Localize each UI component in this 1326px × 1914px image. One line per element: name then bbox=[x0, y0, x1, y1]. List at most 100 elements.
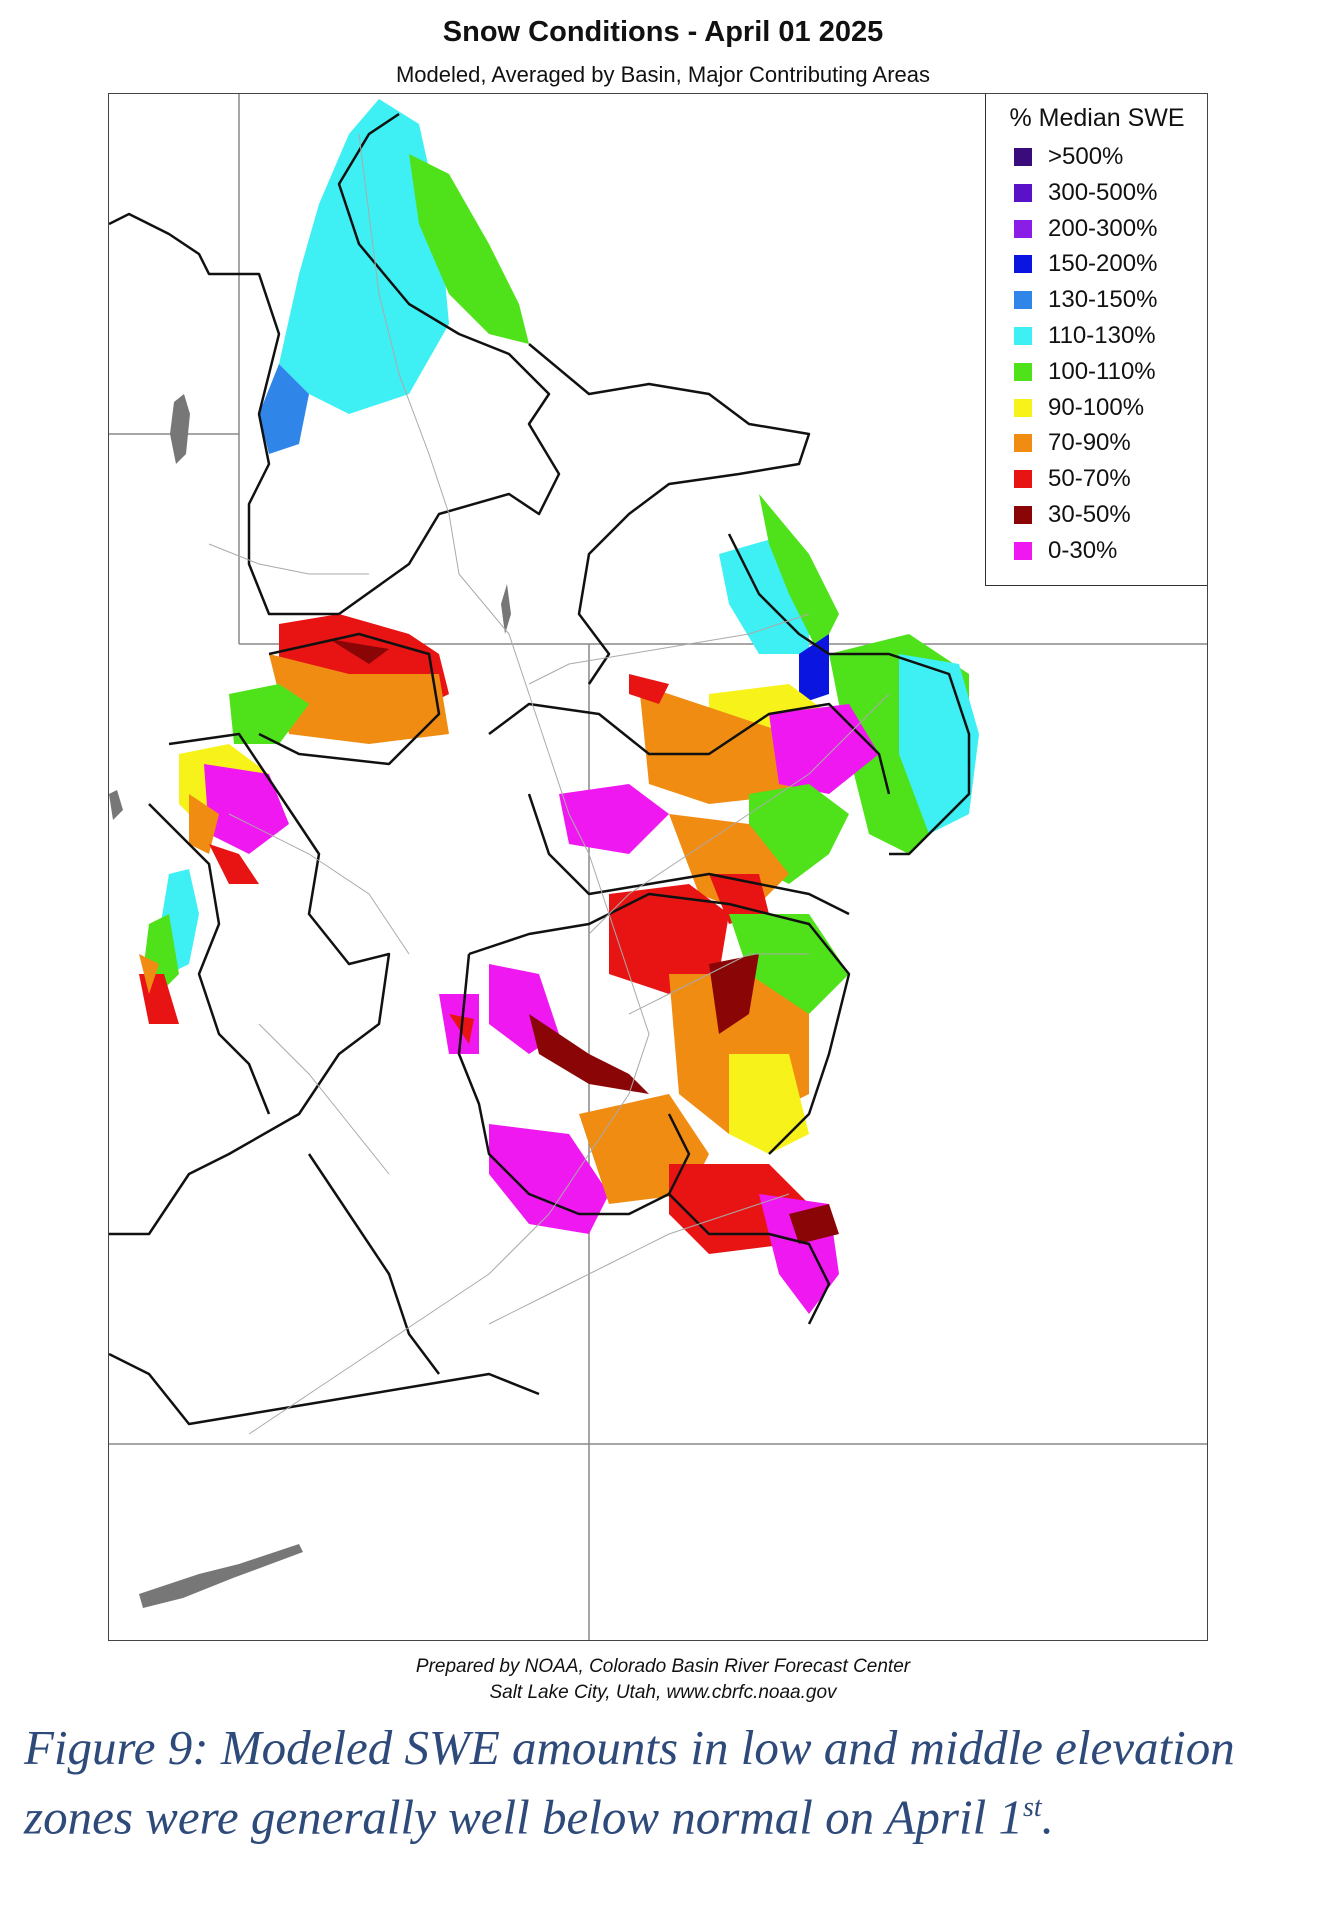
legend-label: 150-200% bbox=[1048, 250, 1158, 278]
legend-item: 150-200% bbox=[1014, 249, 1157, 279]
legend-swatch bbox=[1014, 362, 1032, 381]
legend-label: 90-100% bbox=[1048, 393, 1145, 421]
swe-region-wasatch-orange bbox=[139, 954, 159, 994]
basin-line-lower-colorado bbox=[109, 1352, 540, 1426]
swe-region-weber-magenta bbox=[204, 764, 289, 854]
legend-label: 0-30% bbox=[1048, 536, 1118, 564]
basin-line-green-east bbox=[528, 343, 811, 685]
river-provo bbox=[228, 813, 410, 955]
legend-swatch bbox=[1014, 255, 1032, 274]
basin-boundaries bbox=[109, 112, 971, 1426]
swe-region-dolores-red bbox=[609, 884, 729, 994]
basin-line-sevier bbox=[109, 732, 391, 1236]
legend-label: 200-300% bbox=[1048, 214, 1158, 242]
legend-label: 30-50% bbox=[1048, 501, 1131, 528]
swe-region-san-juan-yellow bbox=[729, 1054, 809, 1154]
caption-text: Figure 9: Modeled SWE amounts in low and… bbox=[24, 1720, 1235, 1845]
swe-region-san-juan-magenta bbox=[489, 1124, 609, 1234]
legend-label: 70-90% bbox=[1048, 429, 1131, 457]
lakes bbox=[109, 394, 511, 1608]
basin-line-bear-west bbox=[109, 212, 339, 616]
legend-swatch bbox=[1014, 506, 1032, 524]
swe-region-salt-river bbox=[259, 364, 309, 454]
swe-region-escalante-dark bbox=[529, 1014, 649, 1094]
basin-line-upper-green bbox=[337, 112, 561, 616]
basin-line-san-juan bbox=[667, 1113, 831, 1325]
swe-region-uinta-dark bbox=[329, 639, 389, 664]
swe-region-dolores-dark bbox=[709, 954, 759, 1034]
legend-item: 0-30% bbox=[1014, 536, 1117, 566]
swe-region-uinta-north-orange bbox=[269, 654, 449, 744]
basin-line-gunnison bbox=[527, 793, 850, 916]
map-title: Snow Conditions - April 01 2025 bbox=[442, 16, 884, 48]
legend-item: 130-150% bbox=[1014, 285, 1157, 315]
legend-item: 70-90% bbox=[1014, 428, 1131, 458]
swe-region-upper-colorado-cyan bbox=[899, 654, 979, 834]
basin-line-paria bbox=[307, 1153, 440, 1375]
credit-line-2: Salt Lake City, Utah, www.cbrfc.noaa.gov bbox=[489, 1682, 837, 1703]
figure-caption: Figure 9: Modeled SWE amounts in low and… bbox=[24, 1718, 1314, 1847]
swe-region-rio-chama-dark bbox=[789, 1204, 839, 1244]
legend-swatch bbox=[1014, 327, 1032, 345]
legend-item: 50-70% bbox=[1014, 464, 1131, 494]
legend-swatch bbox=[1014, 148, 1032, 166]
map-subtitle: Modeled, Averaged by Basin, Major Contri… bbox=[395, 62, 930, 87]
basin-line-wasatch bbox=[148, 803, 271, 1115]
swe-region-upper-green bbox=[279, 99, 449, 414]
river-yampa bbox=[528, 613, 810, 685]
swe-regions bbox=[139, 99, 979, 1314]
legend-label: >500% bbox=[1048, 143, 1124, 170]
legend-swatch bbox=[1014, 398, 1032, 417]
credit-line-1: Prepared by NOAA, Colorado Basin River F… bbox=[415, 1656, 911, 1677]
legend-label: 110-130% bbox=[1048, 322, 1156, 349]
legend-label: 50-70% bbox=[1048, 465, 1131, 493]
river-colorado-upper bbox=[588, 693, 890, 935]
river-bear bbox=[208, 543, 369, 575]
legend-swatch bbox=[1014, 470, 1032, 489]
swe-region-yampa-green bbox=[759, 494, 839, 654]
river-san-juan bbox=[488, 1193, 790, 1325]
legend-swatch bbox=[1014, 541, 1032, 560]
lake-bear bbox=[170, 394, 190, 464]
legend-item: 100-110% bbox=[1014, 357, 1156, 387]
legend-item: 30-50% bbox=[1014, 500, 1131, 530]
legend-swatch bbox=[1014, 183, 1032, 202]
legend-item: 300-500% bbox=[1014, 178, 1157, 208]
legend: % Median SWE >500% 300-500% 200-300% 150-20… bbox=[985, 94, 1207, 586]
legend-swatch bbox=[1014, 434, 1032, 453]
swe-region-white-magenta bbox=[559, 784, 669, 854]
swe-region-wind-river bbox=[409, 154, 529, 344]
basin-line-escalante bbox=[457, 953, 670, 1216]
basin-map-graphic bbox=[109, 94, 1207, 1640]
legend-label: 100-110% bbox=[1048, 357, 1156, 385]
legend-item: 110-130% bbox=[1014, 321, 1156, 351]
lake-utah bbox=[109, 790, 123, 820]
caption-superscript: st bbox=[1022, 1792, 1042, 1823]
swe-region-wasatch-red bbox=[139, 974, 179, 1024]
river-network bbox=[208, 133, 890, 1435]
reservoir-flaming-gorge bbox=[501, 584, 511, 634]
swe-region-provo-red bbox=[209, 844, 259, 884]
legend-label: 130-150% bbox=[1048, 286, 1158, 314]
swe-region-white-red bbox=[629, 674, 669, 704]
river-sevier bbox=[258, 1023, 390, 1175]
swe-region-yampa-blue bbox=[799, 634, 829, 704]
swe-region-bear-green bbox=[229, 684, 309, 744]
river-gunnison bbox=[628, 953, 809, 1015]
basin-line-dolores bbox=[468, 892, 851, 1155]
legend-label: 300-500% bbox=[1048, 178, 1158, 206]
basin-line-yampa bbox=[727, 533, 971, 856]
river-colorado-lower bbox=[248, 853, 650, 1435]
legend-swatch bbox=[1014, 219, 1032, 238]
lake-powell bbox=[139, 1544, 303, 1608]
basin-line-uinta bbox=[258, 632, 441, 766]
legend-item: 200-300% bbox=[1014, 214, 1157, 244]
swe-region-white-orange bbox=[639, 684, 799, 804]
swe-region-provo-orange bbox=[189, 794, 219, 854]
river-green bbox=[358, 133, 590, 855]
legend-swatch bbox=[1014, 291, 1032, 310]
caption-end: . bbox=[1041, 1789, 1054, 1845]
basin-line-white bbox=[488, 702, 891, 795]
legend-item: 90-100% bbox=[1014, 393, 1144, 423]
legend-item: >500% bbox=[1014, 142, 1123, 172]
